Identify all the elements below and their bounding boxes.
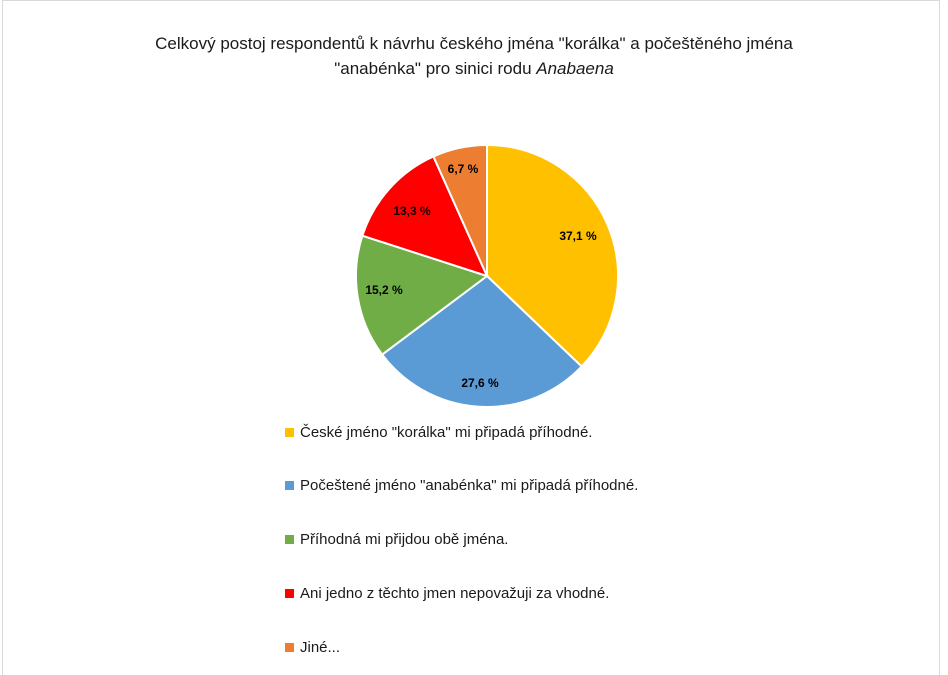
legend-item: České jméno "korálka" mi připadá příhodn… <box>285 424 592 441</box>
legend-label: České jméno "korálka" mi připadá příhodn… <box>300 424 593 441</box>
legend-item: Počeštené jméno "anabénka" mi připadá př… <box>285 477 638 494</box>
pie-slice <box>361 155 489 278</box>
pie-slice <box>432 143 488 277</box>
legend-item: Příhodná mi přijdou obě jména. <box>285 531 508 548</box>
chart-title-line-1: Celkový postoj respondentů k návrhu česk… <box>155 34 793 53</box>
pie-slice <box>380 274 584 408</box>
legend-item: Jiné... <box>285 639 340 656</box>
pie-slice <box>486 143 619 368</box>
legend-label: Příhodná mi přijdou obě jména. <box>300 531 509 548</box>
legend-swatch <box>285 643 294 652</box>
chart-title-line-2-text: "anabénka" pro sinici rodu <box>334 59 537 78</box>
slice-data-label: 13,3 % <box>393 204 431 218</box>
legend-swatch <box>285 428 294 437</box>
chart-title: Celkový postoj respondentů k návrhu česk… <box>0 31 948 81</box>
legend-label: Ani jedno z těchto jmen nepovažuji za vh… <box>300 585 610 602</box>
pie-slice <box>355 234 490 356</box>
legend-swatch <box>285 481 294 490</box>
legend-label: Počeštené jméno "anabénka" mi připadá př… <box>300 477 639 494</box>
legend-swatch <box>285 535 294 544</box>
chart-title-genus: Anabaena <box>536 59 614 78</box>
slice-data-label: 15,2 % <box>365 283 403 297</box>
slice-data-label: 6,7 % <box>448 162 479 176</box>
legend-swatch <box>285 589 294 598</box>
slice-data-label: 37,1 % <box>559 229 597 243</box>
legend-label: Jiné... <box>300 639 341 656</box>
chart-title-line-2: "anabénka" pro sinici rodu Anabaena <box>0 56 948 81</box>
slice-data-label: 27,6 % <box>461 376 499 390</box>
legend-item: Ani jedno z těchto jmen nepovažuji za vh… <box>285 585 609 602</box>
